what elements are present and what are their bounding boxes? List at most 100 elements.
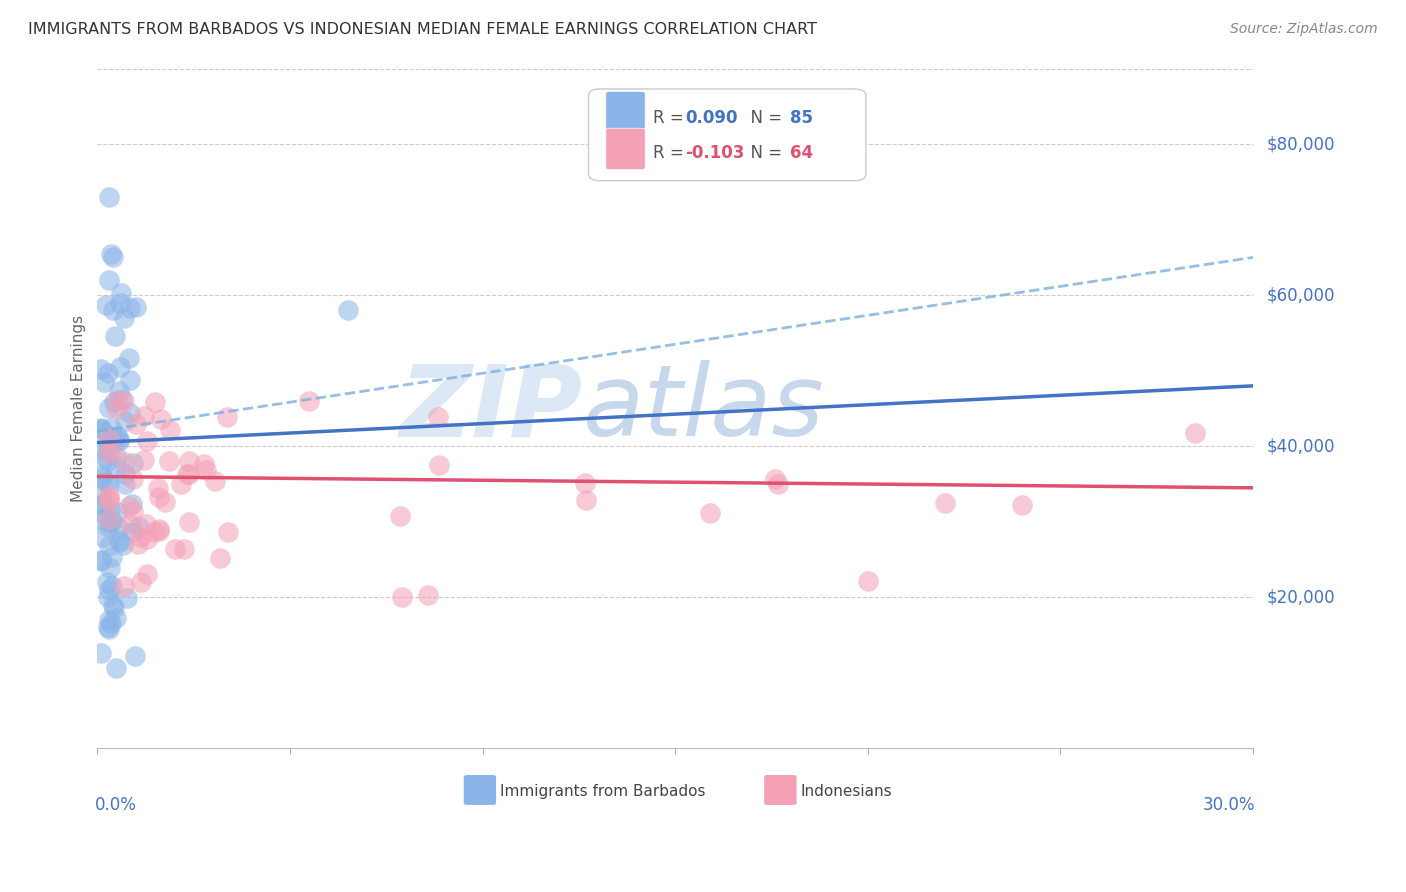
Point [97,620,120,634]
Point [124,648,146,663]
Point [90,442,112,456]
Text: Indonesians: Indonesians [800,784,891,799]
Point [217,525,239,540]
Point [125,300,148,314]
Point [103,600,125,615]
Point [108,434,131,448]
Point [104,449,127,463]
Point [148,490,170,504]
Point [117,499,139,513]
Text: Source: ZipAtlas.com: Source: ZipAtlas.com [1230,22,1378,37]
Point [93,496,115,510]
Point [129,575,152,590]
Point [143,395,166,409]
Text: $40,000: $40,000 [1267,437,1336,455]
Point [122,456,145,470]
Point [114,413,136,427]
Point [107,392,129,407]
Text: ZIP: ZIP [399,360,582,457]
Text: IMMIGRANTS FROM BARBADOS VS INDONESIAN MEDIAN FEMALE EARNINGS CORRELATION CHART: IMMIGRANTS FROM BARBADOS VS INDONESIAN M… [28,22,817,37]
Point [100,579,122,593]
Point [104,661,127,675]
Point [104,460,127,475]
Point [94,508,117,522]
Point [97,494,120,508]
Text: $20,000: $20,000 [1267,589,1336,607]
Text: $60,000: $60,000 [1267,286,1336,304]
Point [418,588,440,602]
FancyBboxPatch shape [765,775,797,805]
Point [173,541,195,556]
FancyBboxPatch shape [464,775,496,805]
Text: 0.090: 0.090 [686,109,738,127]
Point [110,286,132,301]
Point [90,488,112,502]
Point [132,409,155,423]
Point [97,591,120,605]
Point [97,613,120,627]
Point [93,451,115,466]
Point [159,423,181,437]
Point [177,515,200,529]
Point [101,598,124,612]
Point [101,514,124,528]
Point [105,401,128,416]
Point [108,535,131,549]
Point [121,504,143,518]
Point [120,516,142,531]
FancyBboxPatch shape [606,128,645,169]
Point [100,550,122,565]
Point [97,440,120,454]
Point [90,422,112,436]
Point [157,454,180,468]
Point [122,472,145,486]
Text: 85: 85 [790,109,813,127]
Point [103,329,125,343]
Point [111,392,134,407]
Point [97,489,120,503]
Point [90,362,112,376]
Point [135,516,157,531]
Point [104,611,127,625]
Point [98,516,121,530]
Point [129,531,152,545]
Point [215,410,238,425]
Point [100,442,122,456]
Text: 64: 64 [790,144,813,161]
Point [100,247,122,261]
Point [97,582,120,597]
Point [179,467,201,481]
Point [153,495,176,509]
Point [97,431,120,445]
Point [149,412,172,426]
Point [112,579,135,593]
Y-axis label: Median Female Earnings: Median Female Earnings [72,315,86,502]
Point [97,190,120,204]
Point [105,505,128,519]
Point [97,491,120,505]
Point [134,453,156,467]
Point [115,591,138,606]
Point [136,567,159,582]
Point [142,525,165,540]
Point [856,574,879,588]
Point [107,384,129,398]
Point [110,295,132,310]
Point [90,421,112,435]
Text: atlas: atlas [582,360,824,457]
Point [93,375,115,389]
Point [100,616,122,631]
Point [208,551,231,566]
Point [91,470,114,484]
Point [98,503,121,517]
Point [193,457,215,471]
Point [98,622,121,636]
Point [97,520,120,534]
Text: 0.0%: 0.0% [96,796,136,814]
Point [426,409,449,424]
Point [98,539,121,553]
Point [90,552,112,566]
Point [120,373,142,387]
Point [177,454,200,468]
Text: R =: R = [654,109,689,127]
